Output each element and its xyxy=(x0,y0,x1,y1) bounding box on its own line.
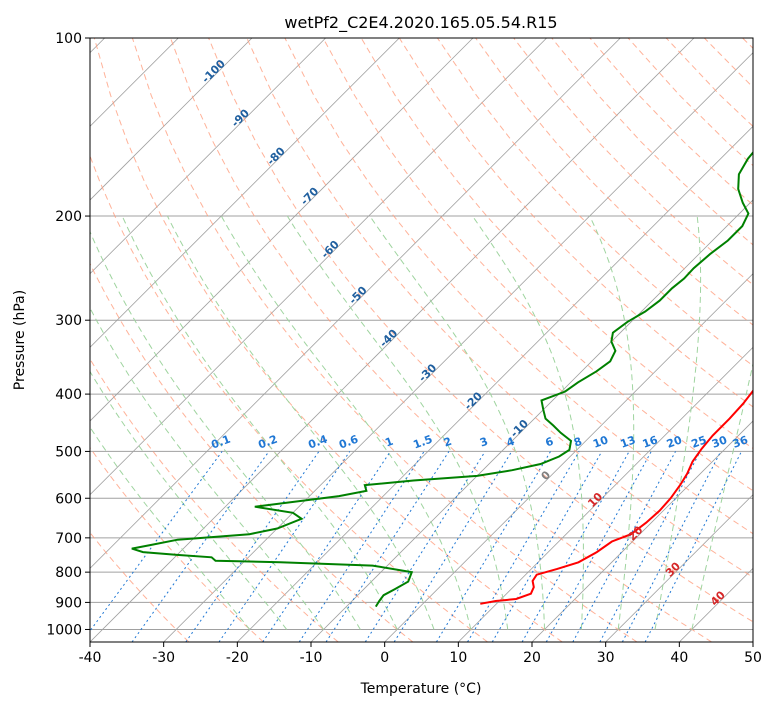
moist-adiabat-line xyxy=(691,361,753,630)
dry-adiabat-line xyxy=(90,262,414,642)
mixing-ratio-line xyxy=(491,451,603,642)
isotherm-line xyxy=(90,38,474,422)
isotherm-line xyxy=(90,38,326,275)
dry-adiabat-line xyxy=(208,38,753,623)
mixing-ratio-line xyxy=(131,451,270,642)
mixing-ratio-line xyxy=(262,451,391,642)
mixing-ratio-label: 0.2 xyxy=(256,433,279,452)
y-axis: 100 200 300 400 500 600 700 800 900 1000 xyxy=(46,31,90,638)
x-tick-label: 20 xyxy=(523,650,541,666)
moist-adiabat-line xyxy=(220,215,472,630)
isotherm-line xyxy=(90,38,253,201)
isotherm-line xyxy=(237,125,753,642)
mixing-ratio-line xyxy=(572,451,676,642)
mixing-ratio-label: 0.6 xyxy=(337,433,360,452)
mixing-ratio-label: 6 xyxy=(544,435,556,450)
series-layer xyxy=(131,150,753,608)
y-tick-label: 900 xyxy=(55,595,82,611)
isotherm-line xyxy=(605,494,753,642)
x-tick-label: 0 xyxy=(380,650,389,666)
isotherm-line xyxy=(531,420,753,642)
dry-adiabat-line xyxy=(322,38,753,492)
plot-frame xyxy=(89,37,754,643)
isotherm-line xyxy=(458,346,753,642)
moist-adiabat-line xyxy=(90,306,324,630)
dry-adiabat-line xyxy=(436,38,753,367)
y-tick-label: 300 xyxy=(55,313,82,329)
y-tick-label: 400 xyxy=(55,387,82,403)
mixing-ratio-line xyxy=(545,451,652,642)
isotherm-line xyxy=(90,38,400,348)
x-tick-label: -30 xyxy=(152,650,175,666)
isotherm-line xyxy=(90,38,621,569)
mixing-ratio-line xyxy=(644,451,742,642)
mixing-ratio-label: 10 xyxy=(591,433,610,451)
dry-adiabat-line xyxy=(475,38,753,326)
mixing-ratio-label: 0.4 xyxy=(306,433,329,452)
y-tick-label: 500 xyxy=(55,444,82,460)
dry-adiabat-line xyxy=(246,38,753,578)
mixing-ratio-label: 3 xyxy=(478,435,490,450)
dry-adiabat-line xyxy=(284,38,753,535)
mixing-ratio-label: 8 xyxy=(572,435,584,450)
moist-adiabat-line xyxy=(369,215,545,630)
x-tick-label: 10 xyxy=(449,650,467,666)
y-tick-label: 1000 xyxy=(46,622,82,638)
mixing-ratio-line xyxy=(467,451,580,642)
moist-adiabat-line xyxy=(90,426,251,630)
mixing-ratio-line xyxy=(435,451,552,642)
mixing-ratio-label: 20 xyxy=(665,433,684,451)
mixing-ratio-label: 16 xyxy=(641,433,660,451)
mixing-ratio-label: 0.1 xyxy=(210,433,233,452)
isotherm-line xyxy=(90,38,547,496)
dry-adiabat-line xyxy=(170,38,712,642)
dry-adiabat-line xyxy=(131,38,638,642)
y-tick-label: 600 xyxy=(55,491,82,507)
dry-adiabat-line xyxy=(90,446,264,642)
mixing-ratio-label: 13 xyxy=(619,433,638,450)
isotherm-line xyxy=(90,38,695,642)
x-axis-label: Temperature (°C) xyxy=(360,681,482,697)
isotherm-line xyxy=(384,273,753,642)
mixing-ratio-line xyxy=(621,451,722,642)
chart-title: wetPf2_C2E4.2020.165.05.54.R15 xyxy=(284,13,557,33)
mixing-ratio-line xyxy=(218,451,351,642)
mixing-ratio-line xyxy=(185,451,320,642)
x-tick-label: 40 xyxy=(670,650,688,666)
x-tick-label: 30 xyxy=(597,650,615,666)
mixing-ratio-line xyxy=(599,451,701,642)
moist-adiabat-line xyxy=(90,230,361,630)
isotherm-line xyxy=(163,52,753,642)
y-axis-label: Pressure (hPa) xyxy=(12,290,28,390)
y-tick-label: 100 xyxy=(55,31,82,47)
mixing-ratio-label: 25 xyxy=(690,433,709,450)
y-tick-label: 700 xyxy=(55,531,82,547)
x-tick-label: -10 xyxy=(300,650,323,666)
x-tick-label: 50 xyxy=(744,650,762,666)
x-tick-label: -40 xyxy=(79,650,102,666)
mixing-ratio-label: 4 xyxy=(505,435,517,450)
y-tick-label: 200 xyxy=(55,209,82,225)
x-axis: -40 -30 -20 -10 0 10 20 30 40 50 xyxy=(79,642,762,666)
mixing-ratio-label: 2 xyxy=(442,435,454,450)
temperature-profile-line xyxy=(480,389,753,605)
y-tick-label: 800 xyxy=(55,565,82,581)
mixing-ratio-label: 30 xyxy=(710,433,729,451)
moist-adiabat-line xyxy=(286,215,509,630)
moist-adiabat-line xyxy=(589,215,635,630)
moist-adiabat-line xyxy=(472,215,584,630)
x-tick-label: -20 xyxy=(226,650,249,666)
moist-adiabat-line xyxy=(654,215,702,630)
mixing-ratio-label: 36 xyxy=(731,433,750,451)
moist-adiabat-line xyxy=(121,215,398,630)
dry-adiabat-line xyxy=(513,38,753,286)
mixing-ratio-line xyxy=(521,451,630,642)
mixing-ratio-label: 1 xyxy=(383,435,395,450)
mixing-ratio-line xyxy=(393,451,513,642)
mixing-ratio-label: 1.5 xyxy=(412,433,435,452)
dewpoint-profile-line xyxy=(131,150,753,608)
